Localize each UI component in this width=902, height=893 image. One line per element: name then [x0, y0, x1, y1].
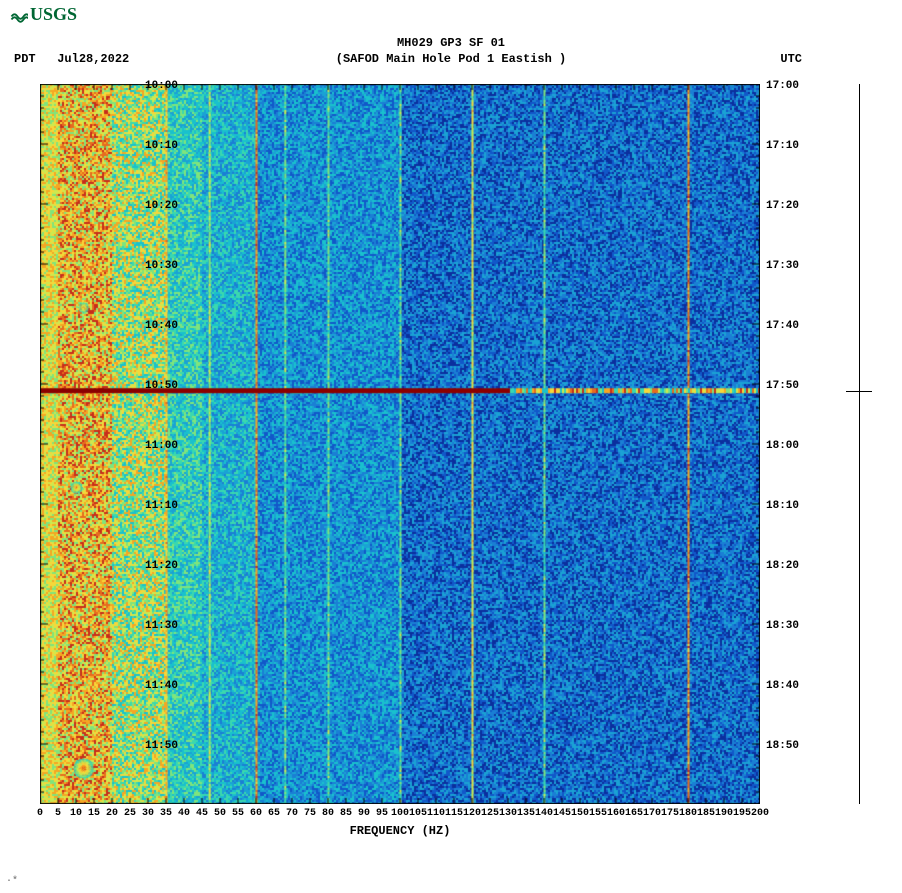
- yaxis-left-tick: 10:50: [145, 380, 178, 392]
- xaxis-tick: 105: [409, 808, 427, 819]
- xaxis-tick: 45: [196, 808, 208, 819]
- yaxis-right-tick: 17:40: [766, 320, 799, 332]
- side-marker-cross: [846, 391, 872, 392]
- xaxis-tick: 150: [571, 808, 589, 819]
- yaxis-right-tick: 18:40: [766, 680, 799, 692]
- xaxis-tick: 145: [553, 808, 571, 819]
- yaxis-right-tick: 18:30: [766, 620, 799, 632]
- xaxis-tick: 40: [178, 808, 190, 819]
- xaxis-tick: 90: [358, 808, 370, 819]
- xaxis-tick: 165: [625, 808, 643, 819]
- side-marker-vline: [859, 84, 860, 804]
- xaxis-tick: 130: [499, 808, 517, 819]
- yaxis-left-tick: 11:30: [145, 620, 178, 632]
- xaxis-tick: 55: [232, 808, 244, 819]
- xaxis-tick: 160: [607, 808, 625, 819]
- xaxis-tick: 190: [715, 808, 733, 819]
- xaxis-tick: 30: [142, 808, 154, 819]
- chart-title-line2: (SAFOD Main Hole Pod 1 Eastish ): [0, 52, 902, 66]
- xaxis-tick: 120: [463, 808, 481, 819]
- xaxis-tick: 50: [214, 808, 226, 819]
- xaxis-tick: 10: [70, 808, 82, 819]
- xaxis-tick: 185: [697, 808, 715, 819]
- xaxis-tick: 35: [160, 808, 172, 819]
- xaxis-tick: 100: [391, 808, 409, 819]
- wave-icon: [10, 6, 28, 24]
- xaxis-tick: 95: [376, 808, 388, 819]
- footer-mark: ·*: [6, 876, 18, 887]
- yaxis-right-tick: 18:00: [766, 440, 799, 452]
- logo-text: USGS: [30, 4, 77, 25]
- xaxis-tick: 75: [304, 808, 316, 819]
- xaxis-tick: 170: [643, 808, 661, 819]
- yaxis-left-tick: 10:20: [145, 200, 178, 212]
- xaxis-tick: 200: [751, 808, 769, 819]
- yaxis-left-tick: 11:40: [145, 680, 178, 692]
- tz-right: UTC: [780, 52, 802, 66]
- header-date: Jul28,2022: [57, 52, 129, 66]
- xaxis-tick: 65: [268, 808, 280, 819]
- yaxis-right-tick: 18:10: [766, 500, 799, 512]
- yaxis-right-tick: 17:20: [766, 200, 799, 212]
- yaxis-left-tick: 10:40: [145, 320, 178, 332]
- yaxis-left-tick: 11:00: [145, 440, 178, 452]
- yaxis-left-tick: 11:50: [145, 740, 178, 752]
- yaxis-right-tick: 18:20: [766, 560, 799, 572]
- xaxis-tick: 125: [481, 808, 499, 819]
- yaxis-right-tick: 17:10: [766, 140, 799, 152]
- tz-left: PDT: [14, 52, 36, 66]
- yaxis-right-tick: 17:00: [766, 80, 799, 92]
- xaxis-tick: 70: [286, 808, 298, 819]
- xaxis-tick: 15: [88, 808, 100, 819]
- xaxis-tick: 20: [106, 808, 118, 819]
- header-left: PDT Jul28,2022: [14, 52, 129, 66]
- side-time-marker: [834, 84, 884, 804]
- xaxis-tick: 80: [322, 808, 334, 819]
- xaxis-tick: 115: [445, 808, 463, 819]
- xaxis-tick: 60: [250, 808, 262, 819]
- xaxis-tick: 180: [679, 808, 697, 819]
- xaxis-tick: 175: [661, 808, 679, 819]
- yaxis-left-tick: 10:30: [145, 260, 178, 272]
- yaxis-right-tick: 18:50: [766, 740, 799, 752]
- yaxis-left-tick: 10:00: [145, 80, 178, 92]
- xaxis-tick: 25: [124, 808, 136, 819]
- xaxis-tick: 5: [55, 808, 61, 819]
- xaxis-tick: 155: [589, 808, 607, 819]
- yaxis-left-tick: 11:20: [145, 560, 178, 572]
- xaxis-title: FREQUENCY (HZ): [40, 824, 760, 838]
- xaxis-tick: 135: [517, 808, 535, 819]
- xaxis-tick: 85: [340, 808, 352, 819]
- yaxis-left-tick: 10:10: [145, 140, 178, 152]
- xaxis-tick: 195: [733, 808, 751, 819]
- yaxis-right-tick: 17:30: [766, 260, 799, 272]
- xaxis-tick: 110: [427, 808, 445, 819]
- usgs-logo: USGS: [10, 4, 77, 25]
- yaxis-left-tick: 11:10: [145, 500, 178, 512]
- yaxis-right-tick: 17:50: [766, 380, 799, 392]
- chart-title-line1: MH029 GP3 SF 01: [0, 36, 902, 50]
- xaxis-tick: 140: [535, 808, 553, 819]
- xaxis-tick: 0: [37, 808, 43, 819]
